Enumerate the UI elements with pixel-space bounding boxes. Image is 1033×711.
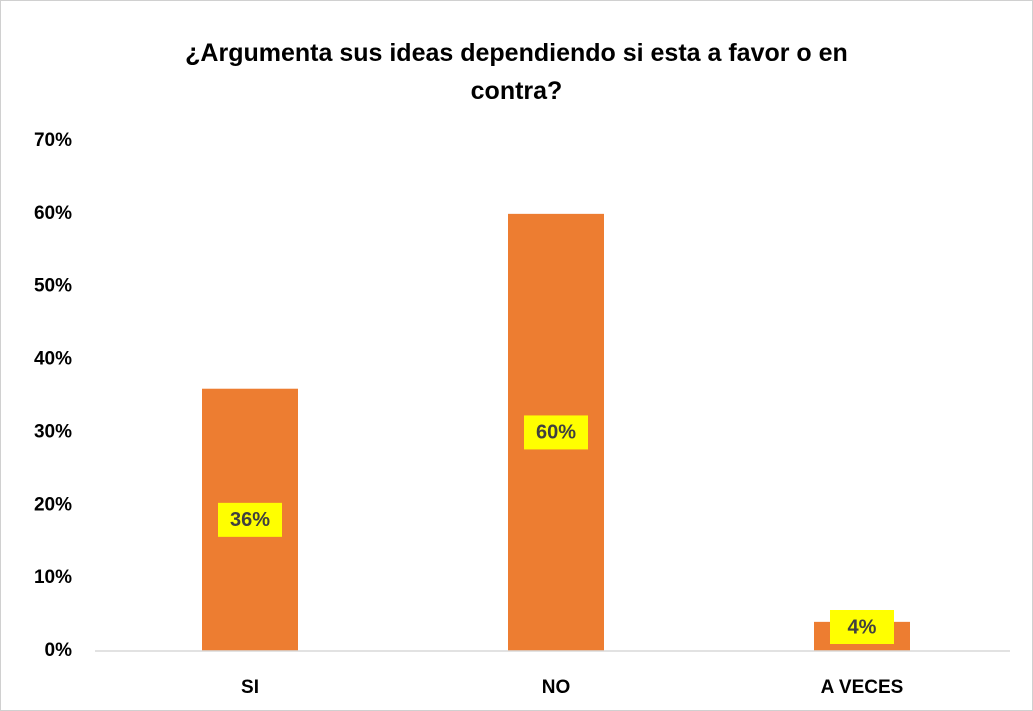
y-tick-label: 20% [34,494,72,515]
value-label: 36% [230,509,270,531]
x-tick-label: NO [542,677,571,698]
y-tick-label: 70% [34,130,72,151]
y-tick-label: 40% [34,349,72,370]
y-tick-label: 0% [45,640,73,661]
chart-title: ¿Argumenta sus ideas dependiendo si esta… [185,39,848,105]
x-tick-label: SI [241,677,259,698]
value-label: 4% [848,616,877,638]
value-label: 60% [536,422,576,444]
y-tick-label: 30% [34,421,72,442]
value-label-bg [830,610,894,644]
y-tick-label: 60% [34,203,72,224]
y-tick-label: 10% [34,567,72,588]
x-tick-label: A VECES [821,677,904,698]
y-tick-label: 50% [34,276,72,297]
value-label-bg [524,415,588,450]
value-label-bg [218,502,282,537]
